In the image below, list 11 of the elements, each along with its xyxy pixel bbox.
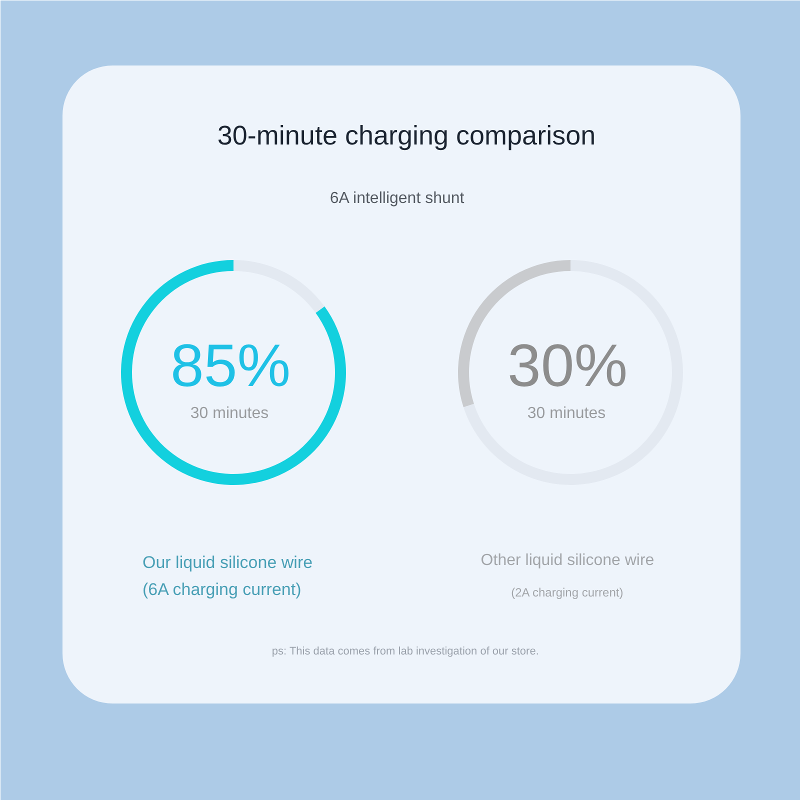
text: 6A intelligent shunt	[330, 190, 465, 207]
text: Our liquid silicone wire	[142, 553, 313, 572]
text: Other liquid silicone wire	[480, 552, 654, 569]
data-label: 85%	[170, 332, 291, 399]
text: 30 minutes	[527, 405, 606, 422]
data-label: 30%	[507, 332, 628, 399]
text: (2A charging current)	[511, 586, 624, 600]
text: 30 minutes	[190, 405, 269, 422]
text: 30-minute charging comparison	[217, 120, 596, 150]
text: ps: This data comes from lab investigation of our store.	[272, 646, 539, 658]
text: (6A charging current)	[142, 580, 302, 599]
